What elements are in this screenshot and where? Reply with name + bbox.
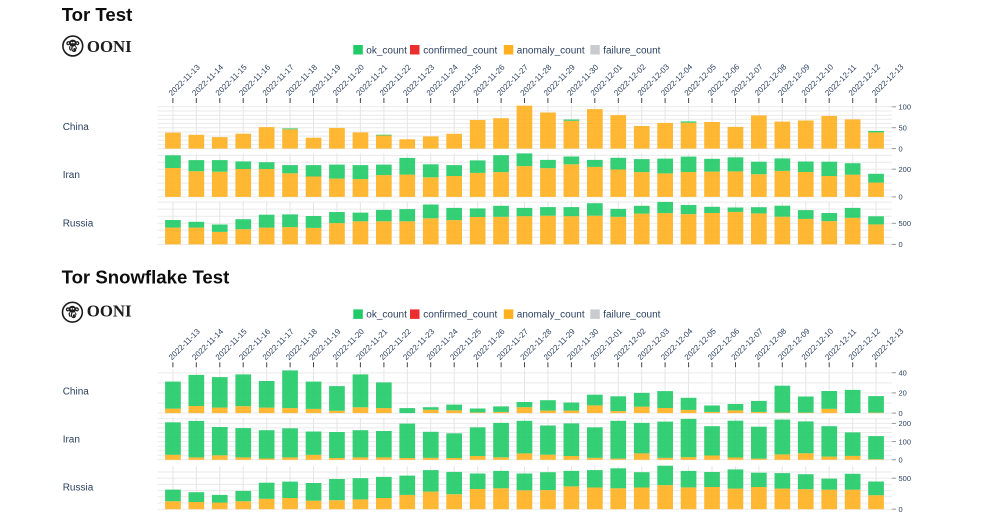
svg-text:0: 0 xyxy=(899,193,903,202)
svg-text:Tor Test: Tor Test xyxy=(62,4,133,25)
svg-text:OONI: OONI xyxy=(87,302,132,321)
svg-text:confirmed_count: confirmed_count xyxy=(423,45,497,56)
svg-text:40: 40 xyxy=(899,368,907,377)
svg-text:OONI: OONI xyxy=(87,37,132,56)
svg-text:Iran: Iran xyxy=(63,170,80,181)
svg-text:failure_count: failure_count xyxy=(603,310,660,321)
svg-text:China: China xyxy=(63,122,90,133)
svg-text:confirmed_count: confirmed_count xyxy=(423,310,497,321)
svg-text:anomaly_count: anomaly_count xyxy=(517,45,585,56)
svg-text:Tor Snowflake Test: Tor Snowflake Test xyxy=(62,267,230,288)
svg-text:ok_count: ok_count xyxy=(366,45,407,56)
svg-text:200: 200 xyxy=(899,165,912,174)
svg-text:0: 0 xyxy=(899,240,903,249)
svg-text:ok_count: ok_count xyxy=(366,310,407,321)
svg-text:500: 500 xyxy=(899,219,912,228)
svg-text:0: 0 xyxy=(899,456,903,465)
svg-text:200: 200 xyxy=(899,419,912,428)
svg-text:100: 100 xyxy=(899,103,912,112)
svg-text:500: 500 xyxy=(899,474,912,483)
svg-text:50: 50 xyxy=(899,123,907,132)
svg-text:20: 20 xyxy=(899,389,907,398)
svg-text:Russia: Russia xyxy=(63,218,94,229)
svg-text:China: China xyxy=(63,387,90,398)
svg-text:failure_count: failure_count xyxy=(603,45,660,56)
svg-text:0: 0 xyxy=(899,505,903,514)
svg-text:0: 0 xyxy=(899,409,903,418)
svg-text:Russia: Russia xyxy=(63,483,94,494)
svg-text:0: 0 xyxy=(899,144,903,153)
svg-text:100: 100 xyxy=(899,437,912,446)
svg-text:anomaly_count: anomaly_count xyxy=(517,310,585,321)
svg-text:Iran: Iran xyxy=(63,434,80,445)
